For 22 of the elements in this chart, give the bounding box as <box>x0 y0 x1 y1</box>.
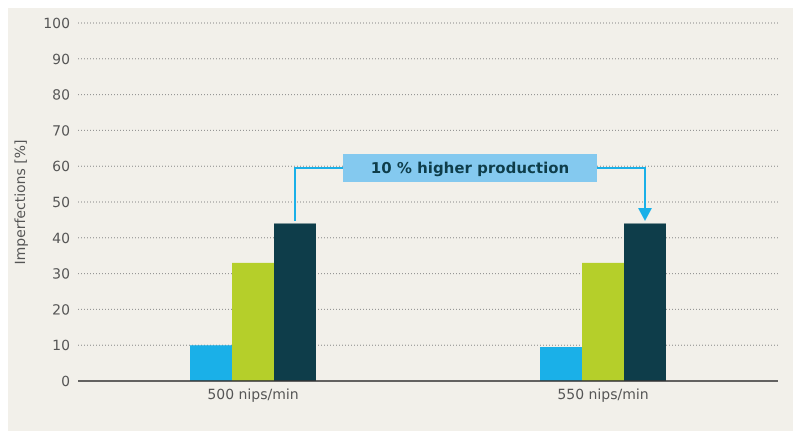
bar <box>274 223 316 381</box>
y-tick-label: 60 <box>52 159 70 176</box>
y-tick-label: 70 <box>52 123 70 140</box>
y-tick-label: 40 <box>52 230 70 247</box>
bar <box>232 262 274 381</box>
bar <box>540 346 582 381</box>
y-axis-title: Imperfections [%] <box>12 139 29 265</box>
y-tick-label: 0 <box>61 374 70 390</box>
y-tick-label: 50 <box>52 194 70 211</box>
bar <box>624 223 666 381</box>
y-tick-label: 80 <box>52 88 70 104</box>
annotation: 10 % higher production <box>370 159 570 178</box>
bar <box>582 262 624 381</box>
x-tick-label: 500 nips/min <box>207 386 299 403</box>
y-tick-label: 90 <box>52 52 70 68</box>
label-box: 10 % higher production <box>343 154 597 182</box>
y-tick-label: 30 <box>52 266 70 283</box>
y-tick-label: 20 <box>52 302 70 318</box>
x-tick-label: 550 nips/min <box>557 386 649 403</box>
y-tick-label: 10 <box>52 338 70 354</box>
bar <box>190 345 232 381</box>
y-tick-label: 100 <box>43 16 70 32</box>
